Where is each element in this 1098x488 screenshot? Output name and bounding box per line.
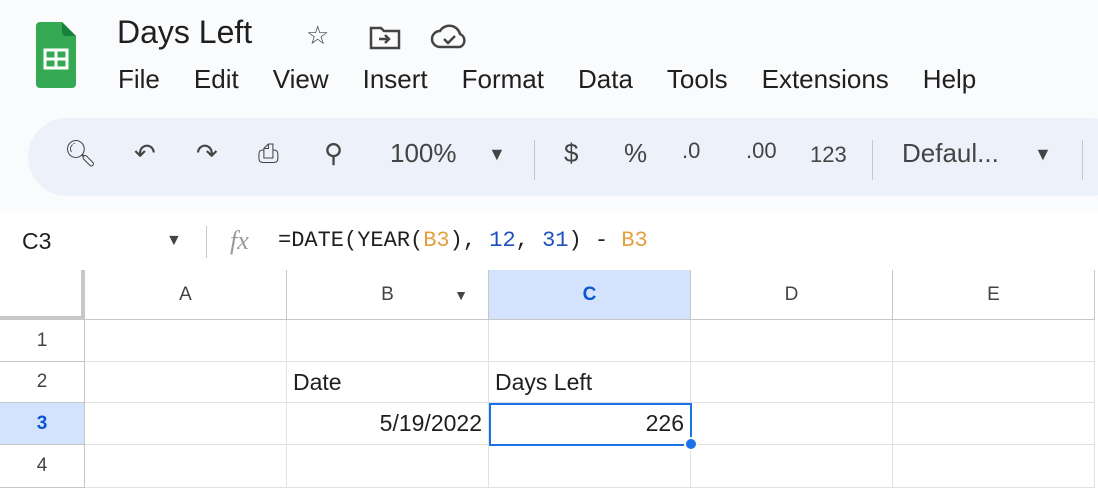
increase-decimal-button[interactable]: .00 [746, 138, 777, 163]
fx-icon: fx [230, 226, 249, 255]
cell-b1[interactable] [287, 320, 489, 362]
spreadsheet-grid: A B ▼ C D E 1 2 Date Days Left 3 5/19/2022 226 4 [0, 270, 1098, 488]
sheets-logo[interactable] [36, 22, 76, 88]
cloud-saved-icon[interactable] [430, 24, 470, 50]
print-icon[interactable]: ⎙ [258, 138, 279, 168]
move-to-folder-icon[interactable] [369, 24, 401, 50]
menu-data[interactable]: Data [577, 64, 633, 94]
cell-e3[interactable] [893, 403, 1095, 445]
formula-input[interactable]: =DATE(YEAR(B3), 12, 31) - B3 [278, 228, 648, 253]
chevron-down-icon[interactable]: ▼ [1034, 144, 1052, 164]
cell-e1[interactable] [893, 320, 1095, 362]
name-box[interactable]: C3 [22, 228, 52, 254]
formula-token: 12 [489, 228, 516, 253]
fill-handle[interactable] [684, 437, 698, 451]
formula-token: , [515, 228, 543, 253]
decrease-decimal-button[interactable]: .0 [682, 138, 701, 163]
menu-file[interactable]: File [118, 64, 160, 94]
cell-d1[interactable] [691, 320, 893, 362]
cell-e2[interactable] [893, 362, 1095, 403]
cell-d4[interactable] [691, 445, 893, 488]
number-format-button[interactable]: 123 [810, 142, 847, 167]
menu-view[interactable]: View [272, 64, 329, 94]
menu-format[interactable]: Format [461, 64, 544, 94]
undo-icon[interactable]: ↶ [134, 138, 156, 168]
percent-button[interactable]: % [624, 138, 648, 168]
redo-icon[interactable]: ↷ [196, 138, 218, 168]
cell-b2[interactable]: Date [287, 362, 489, 403]
cell-a1[interactable] [85, 320, 287, 362]
formula-token: ) - [568, 228, 622, 253]
column-header-e[interactable]: E [893, 270, 1095, 320]
toolbar: 🔍︎ ↶ ↷ ⎙ ⚲ 100% ▼ $ % .0 .00 123 Defaul.… [28, 118, 1098, 196]
menu-bar: File Edit View Insert Format Data Tools … [118, 64, 1010, 95]
row-header-3[interactable]: 3 [0, 403, 85, 445]
menu-help[interactable]: Help [922, 64, 977, 94]
currency-button[interactable]: $ [564, 138, 579, 168]
cell-b3[interactable]: 5/19/2022 [287, 403, 489, 445]
cell-c4[interactable] [489, 445, 691, 488]
cell-c2[interactable]: Days Left [489, 362, 691, 403]
menu-extensions[interactable]: Extensions [761, 64, 889, 94]
column-header-b[interactable]: B ▼ [287, 270, 489, 320]
chevron-down-icon[interactable]: ▼ [488, 144, 506, 164]
row-header-2[interactable]: 2 [0, 362, 85, 403]
zoom-select[interactable]: 100% [390, 138, 457, 168]
search-icon[interactable]: 🔍︎ [64, 138, 98, 168]
cell-a3[interactable] [85, 403, 287, 445]
cell-b4[interactable] [287, 445, 489, 488]
select-all-corner[interactable] [0, 270, 85, 320]
formula-bar: C3 ▼ fx =DATE(YEAR(B3), 12, 31) - B3 [0, 212, 1098, 270]
row-header-4[interactable]: 4 [0, 445, 85, 488]
menu-tools[interactable]: Tools [666, 64, 728, 94]
formula-token: =DATE(YEAR( [278, 228, 424, 253]
chevron-down-icon[interactable]: ▼ [166, 232, 182, 249]
selection-border [489, 403, 692, 446]
row-header-1[interactable]: 1 [0, 320, 85, 362]
formula-token: ), [449, 228, 490, 253]
cell-c1[interactable] [489, 320, 691, 362]
paint-format-icon[interactable]: ⚲ [324, 138, 344, 168]
cell-d3[interactable] [691, 403, 893, 445]
star-icon[interactable]: ☆ [306, 20, 330, 50]
menu-insert[interactable]: Insert [362, 64, 428, 94]
formula-token: B3 [423, 228, 450, 253]
menu-edit[interactable]: Edit [193, 64, 239, 94]
column-header-d[interactable]: D [691, 270, 893, 320]
column-header-c[interactable]: C [489, 270, 691, 320]
document-title[interactable]: Days Left [117, 14, 253, 50]
cell-d2[interactable] [691, 362, 893, 403]
column-header-a[interactable]: A [85, 270, 287, 320]
font-select[interactable]: Defaul... [902, 138, 999, 168]
formula-token: 31 [542, 228, 569, 253]
cell-a4[interactable] [85, 445, 287, 488]
formula-token: B3 [621, 228, 648, 253]
column-menu-chevron-icon[interactable]: ▼ [454, 286, 468, 303]
cell-e4[interactable] [893, 445, 1095, 488]
cell-a2[interactable] [85, 362, 287, 403]
